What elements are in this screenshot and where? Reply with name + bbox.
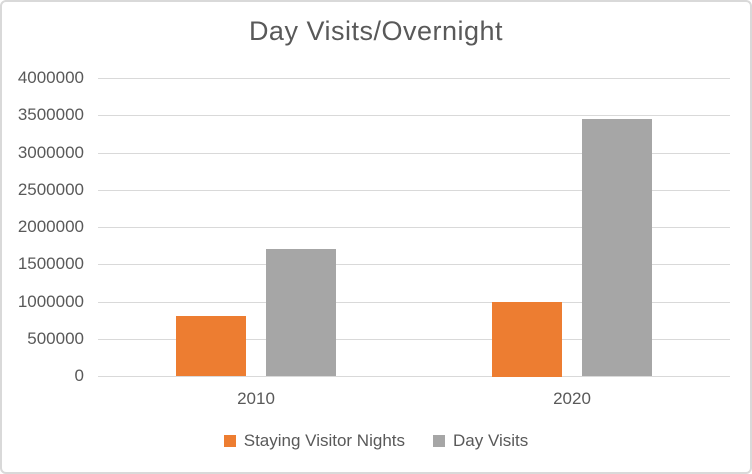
y-axis-tick-label: 3000000 (17, 143, 84, 162)
legend-label: Staying Visitor Nights (243, 431, 405, 450)
legend-swatch-icon (223, 435, 236, 447)
legend-swatch-icon (433, 435, 445, 447)
chart-title: Day Visits/Overnight (248, 16, 504, 46)
gridline (98, 153, 730, 154)
gridline (98, 78, 730, 79)
gridline (98, 190, 730, 191)
gridline (98, 227, 730, 228)
y-axis-tick-label: 500000 (27, 329, 84, 348)
y-axis-tick-label: 1000000 (17, 292, 84, 311)
y-axis-tick-label: 2500000 (17, 180, 84, 199)
x-axis-line (98, 376, 730, 377)
bar-day-visits-2020 (582, 119, 652, 376)
legend: Staying Visitor Nights Day Visits (0, 431, 752, 451)
gridline (98, 115, 730, 116)
x-axis-category-label: 2010 (237, 389, 275, 408)
bar-staying-visitor-nights-2020 (492, 302, 562, 377)
y-axis-tick-label: 2000000 (17, 217, 84, 236)
legend-label: Day Visits (453, 431, 529, 450)
bar-day-visits-2010 (266, 249, 336, 376)
gridline (98, 302, 730, 303)
y-axis-tick-label: 4000000 (17, 68, 84, 87)
x-axis-category-label: 2020 (553, 389, 591, 408)
legend-item-staying-visitor-nights: Staying Visitor Nights (223, 431, 405, 451)
gridline (98, 264, 730, 265)
y-axis-tick-label: 1500000 (17, 254, 84, 273)
y-axis-tick-label: 0 (74, 366, 84, 385)
gridline (98, 339, 730, 340)
legend-item-day-visits: Day Visits (433, 431, 528, 451)
y-axis-tick-label: 3500000 (17, 105, 84, 124)
bar-staying-visitor-nights-2010 (176, 316, 246, 376)
